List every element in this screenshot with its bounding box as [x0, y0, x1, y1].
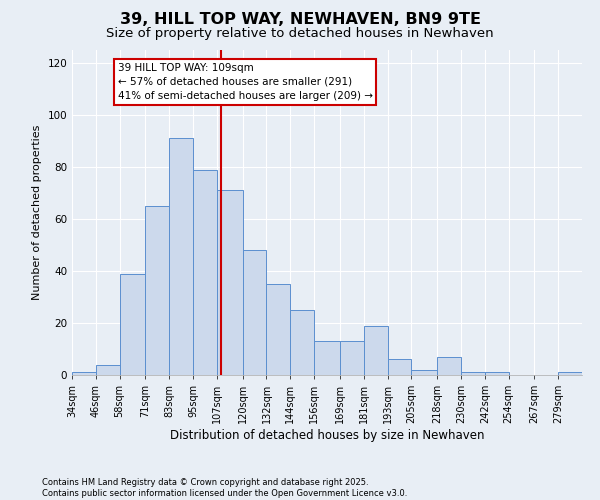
Bar: [340, 341, 364, 375]
Bar: [242, 250, 266, 375]
Text: Contains HM Land Registry data © Crown copyright and database right 2025.
Contai: Contains HM Land Registry data © Crown c…: [42, 478, 407, 498]
Bar: [461, 372, 485, 375]
Bar: [388, 360, 412, 375]
Bar: [169, 138, 193, 375]
Bar: [145, 206, 169, 375]
Bar: [119, 274, 145, 375]
Bar: [96, 364, 119, 375]
Y-axis label: Number of detached properties: Number of detached properties: [32, 125, 42, 300]
Bar: [193, 170, 217, 375]
Text: Size of property relative to detached houses in Newhaven: Size of property relative to detached ho…: [106, 28, 494, 40]
Bar: [290, 310, 314, 375]
Bar: [437, 357, 461, 375]
X-axis label: Distribution of detached houses by size in Newhaven: Distribution of detached houses by size …: [170, 429, 484, 442]
Bar: [364, 326, 388, 375]
Bar: [558, 372, 582, 375]
Bar: [217, 190, 242, 375]
Bar: [314, 341, 340, 375]
Bar: [72, 372, 96, 375]
Bar: [412, 370, 437, 375]
Bar: [485, 372, 509, 375]
Text: 39, HILL TOP WAY, NEWHAVEN, BN9 9TE: 39, HILL TOP WAY, NEWHAVEN, BN9 9TE: [119, 12, 481, 28]
Bar: [266, 284, 290, 375]
Text: 39 HILL TOP WAY: 109sqm
← 57% of detached houses are smaller (291)
41% of semi-d: 39 HILL TOP WAY: 109sqm ← 57% of detache…: [118, 63, 373, 101]
